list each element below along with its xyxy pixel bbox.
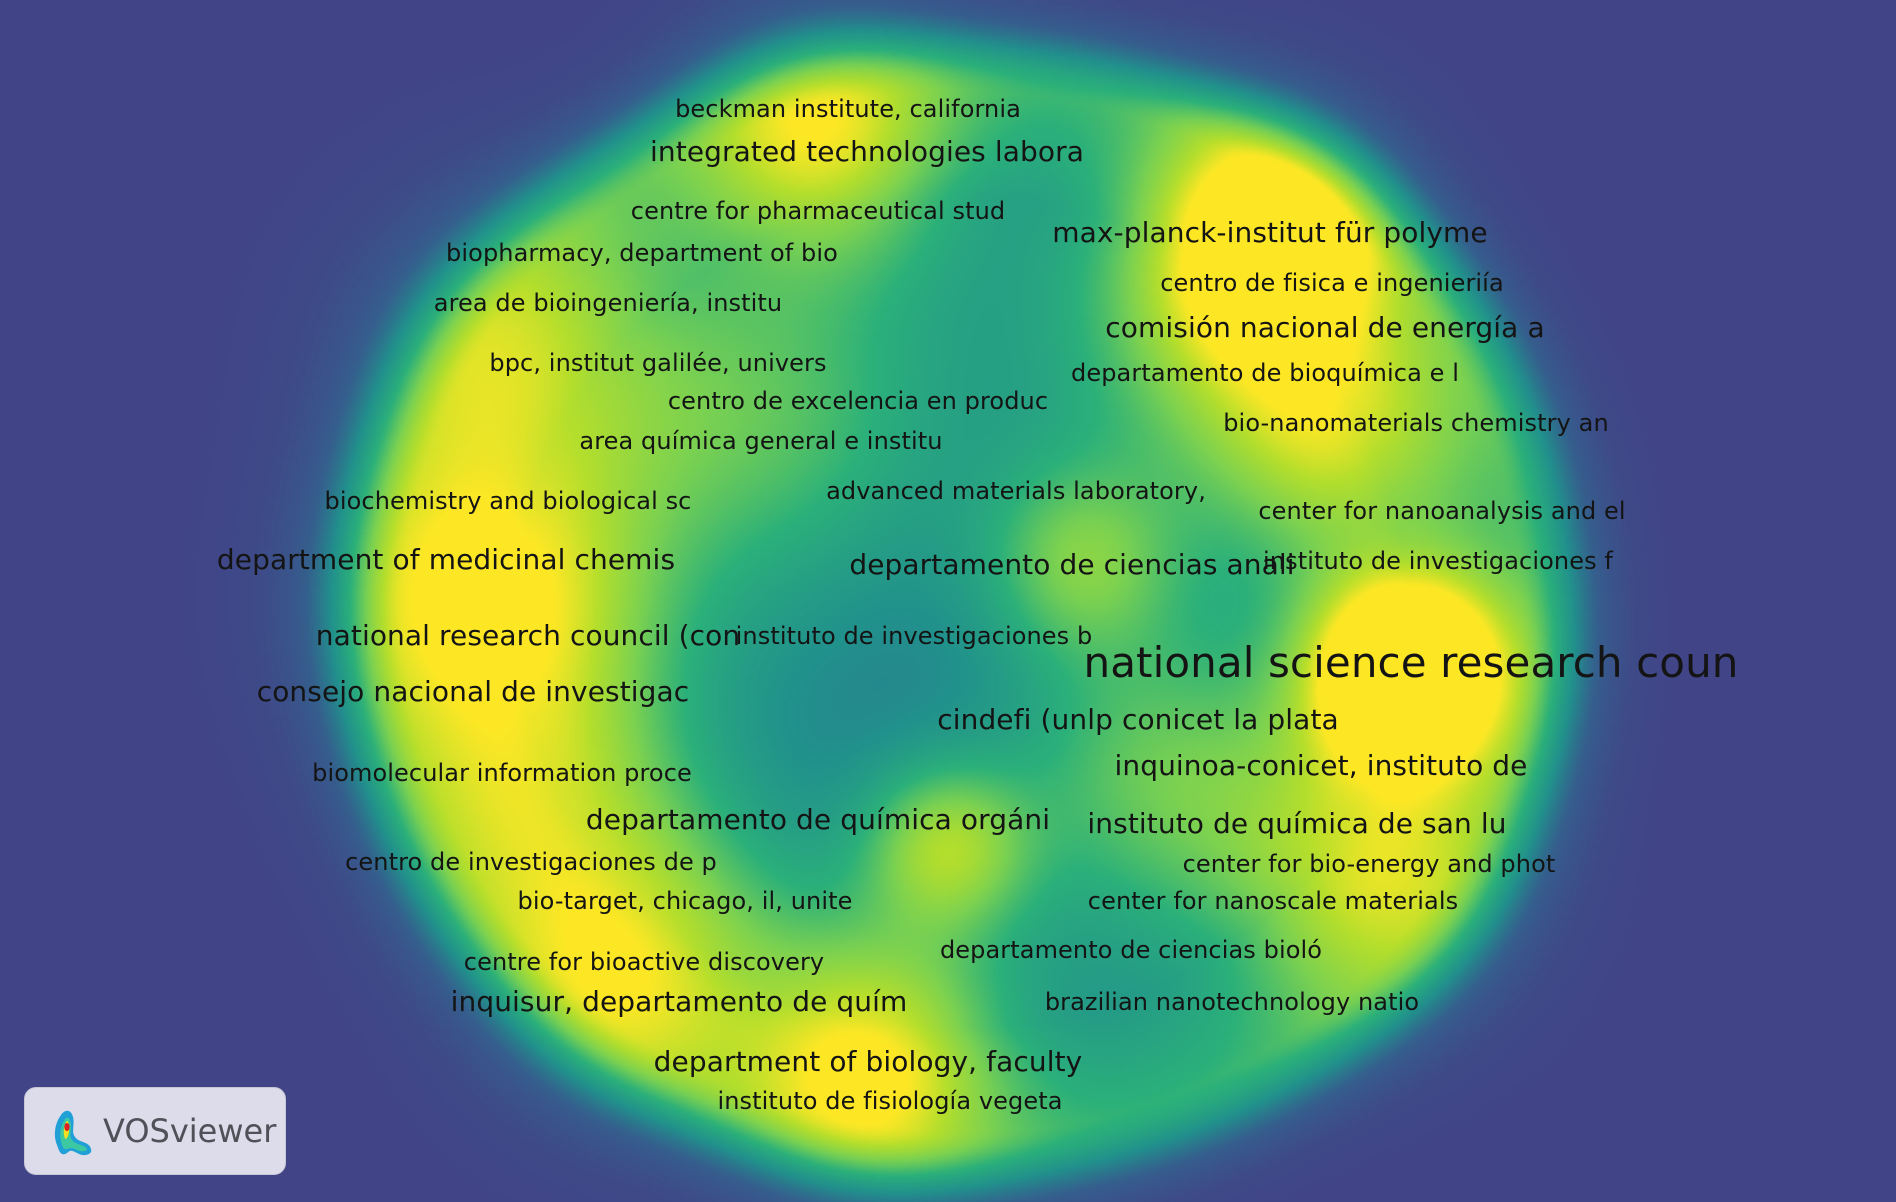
map-label[interactable]: consejo nacional de investigac <box>256 675 690 708</box>
vosviewer-logo: VOSviewer <box>24 1087 286 1175</box>
map-label[interactable]: instituto de fisiología vegeta <box>717 1087 1063 1115</box>
map-label[interactable]: centro de investigaciones de p <box>345 848 717 876</box>
map-label[interactable]: instituto de investigaciones b <box>735 622 1093 650</box>
map-label[interactable]: department of biology, faculty <box>653 1045 1083 1078</box>
map-label[interactable]: centre for bioactive discovery <box>463 948 825 976</box>
map-label[interactable]: center for bio-energy and phot <box>1182 850 1556 878</box>
map-label[interactable]: bio-target, chicago, il, unite <box>517 887 853 915</box>
map-label[interactable]: instituto de química de san lu <box>1087 807 1507 840</box>
map-label[interactable]: departamento de ciencias bioló <box>939 936 1323 964</box>
map-label[interactable]: area química general e institu <box>579 427 943 455</box>
map-label[interactable]: centro de excelencia en produc <box>667 387 1049 415</box>
map-label[interactable]: national science research coun <box>1083 638 1739 687</box>
map-label[interactable]: bpc, institut galilée, univers <box>489 349 827 377</box>
map-label[interactable]: cindefi (unlp conicet la plata <box>937 703 1339 736</box>
map-label[interactable]: bio-nanomaterials chemistry an <box>1223 409 1609 437</box>
map-label[interactable]: departamento de ciencias anali <box>849 548 1295 581</box>
vosviewer-logo-icon <box>54 1110 92 1156</box>
map-label[interactable]: advanced materials laboratory, <box>826 477 1206 505</box>
map-label[interactable]: center for nanoanalysis and el <box>1258 497 1626 525</box>
map-label[interactable]: area de bioingeniería, institu <box>433 289 783 317</box>
map-label[interactable]: beckman institute, california <box>675 95 1021 123</box>
map-label[interactable]: centre for pharmaceutical stud <box>630 197 1006 225</box>
map-label[interactable]: integrated technologies labora <box>650 135 1084 168</box>
map-label[interactable]: centro de fisica e ingenieriía <box>1160 269 1504 297</box>
map-label[interactable]: departamento de bioquímica e l <box>1071 359 1459 387</box>
map-label[interactable]: inquinoa-conicet, instituto de <box>1114 749 1528 782</box>
map-label[interactable]: department of medicinal chemis <box>216 543 676 576</box>
map-label[interactable]: instituto de investigaciones f <box>1263 547 1613 575</box>
map-label[interactable]: national research council (con <box>315 619 741 652</box>
map-label[interactable]: max-planck-institut für polyme <box>1052 216 1488 249</box>
map-label[interactable]: departamento de química orgáni <box>585 803 1051 836</box>
app-name: VOSviewer <box>103 1112 277 1150</box>
map-label[interactable]: biochemistry and biological sc <box>324 487 692 515</box>
map-label[interactable]: comisión nacional de energía a <box>1105 311 1545 344</box>
map-label[interactable]: biopharmacy, department of bio <box>446 239 838 267</box>
map-label[interactable]: biomolecular information proce <box>312 759 692 787</box>
map-label[interactable]: brazilian nanotechnology natio <box>1044 988 1420 1016</box>
map-label[interactable]: inquisur, departamento de quím <box>450 985 908 1018</box>
map-label[interactable]: center for nanoscale materials <box>1087 887 1459 915</box>
